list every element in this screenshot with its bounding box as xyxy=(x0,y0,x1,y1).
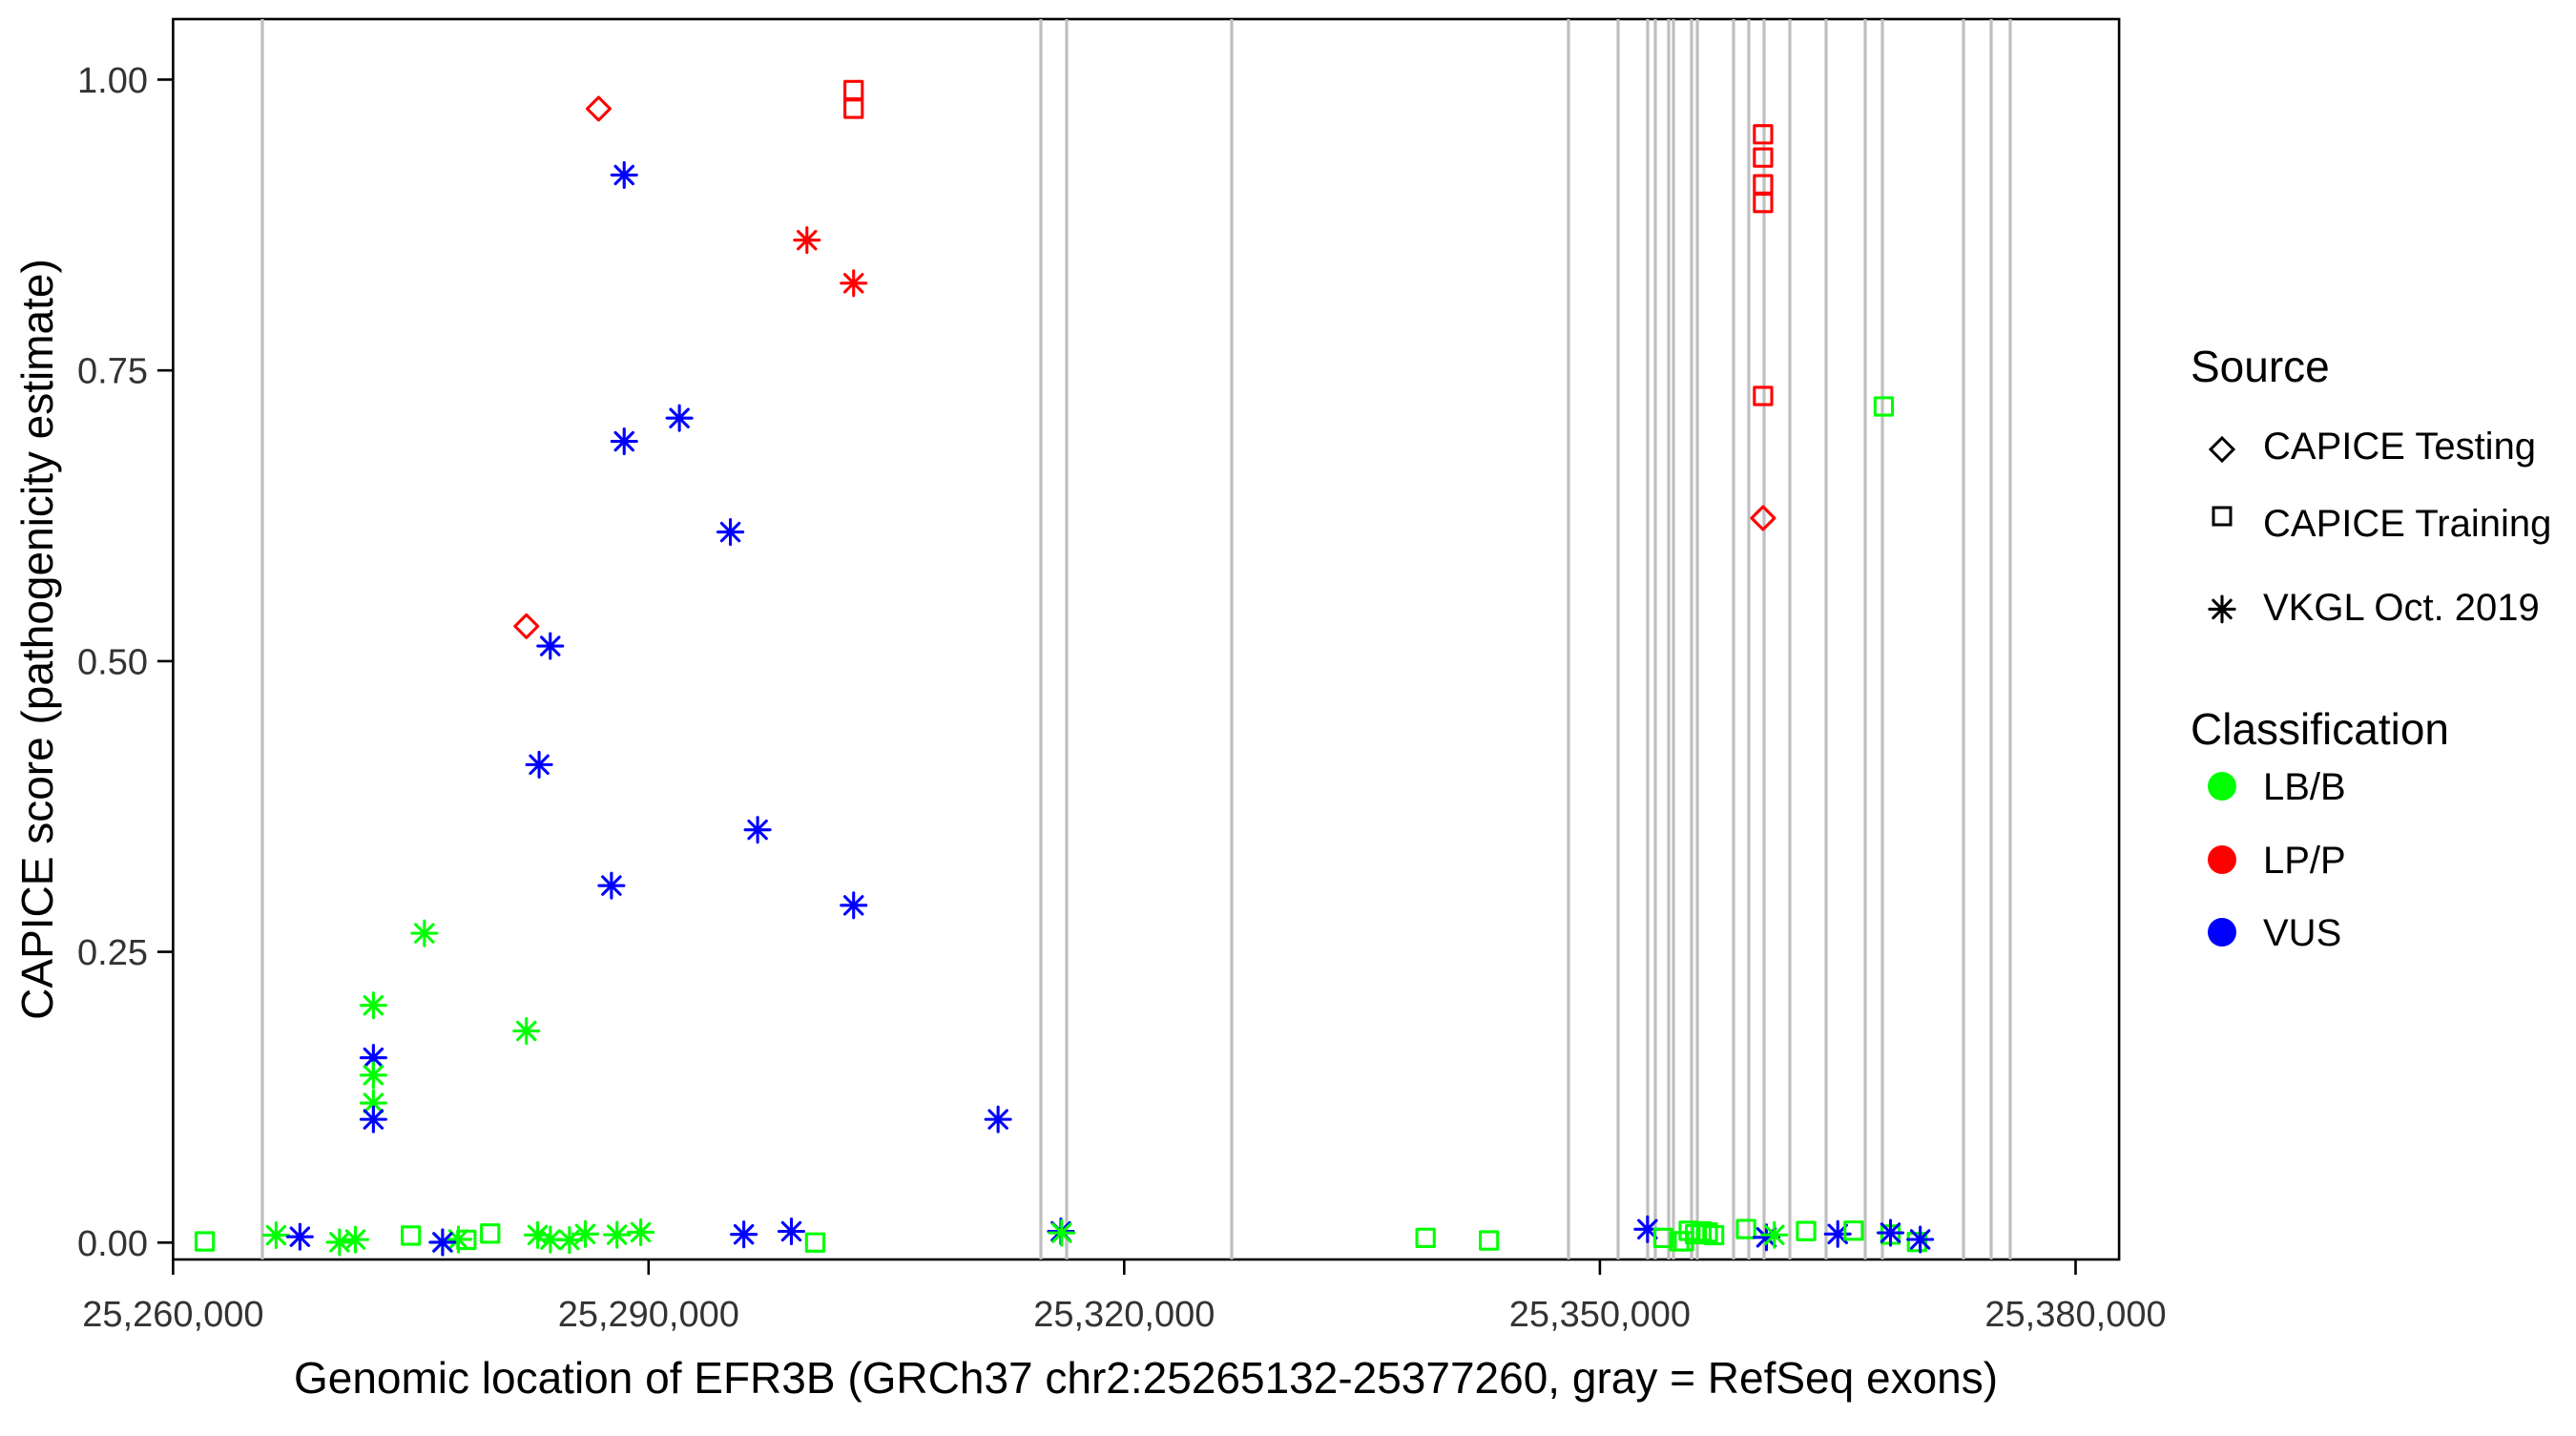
svg-text:Source: Source xyxy=(2191,342,2330,391)
svg-text:25,290,000: 25,290,000 xyxy=(558,1295,739,1335)
svg-text:25,380,000: 25,380,000 xyxy=(1984,1295,2166,1335)
svg-text:1.00: 1.00 xyxy=(77,61,148,101)
svg-text:25,260,000: 25,260,000 xyxy=(82,1295,263,1335)
svg-text:VKGL Oct. 2019: VKGL Oct. 2019 xyxy=(2263,587,2540,629)
svg-text:CAPICE score (pathogenicity es: CAPICE score (pathogenicity estimate) xyxy=(12,259,62,1020)
svg-text:0.50: 0.50 xyxy=(77,642,148,682)
svg-text:25,320,000: 25,320,000 xyxy=(1033,1295,1215,1335)
svg-text:Classification: Classification xyxy=(2191,704,2449,754)
svg-text:VUS: VUS xyxy=(2263,912,2341,954)
svg-text:0.25: 0.25 xyxy=(77,933,148,973)
svg-text:LP/P: LP/P xyxy=(2263,840,2346,882)
svg-text:25,350,000: 25,350,000 xyxy=(1509,1295,1691,1335)
svg-text:CAPICE Training: CAPICE Training xyxy=(2263,503,2551,545)
svg-text:Genomic location of EFR3B (GRC: Genomic location of EFR3B (GRCh37 chr2:2… xyxy=(294,1353,1998,1403)
svg-text:CAPICE Testing: CAPICE Testing xyxy=(2263,426,2536,468)
svg-text:0.75: 0.75 xyxy=(77,352,148,392)
svg-text:LB/B: LB/B xyxy=(2263,766,2346,808)
svg-text:0.00: 0.00 xyxy=(77,1224,148,1264)
